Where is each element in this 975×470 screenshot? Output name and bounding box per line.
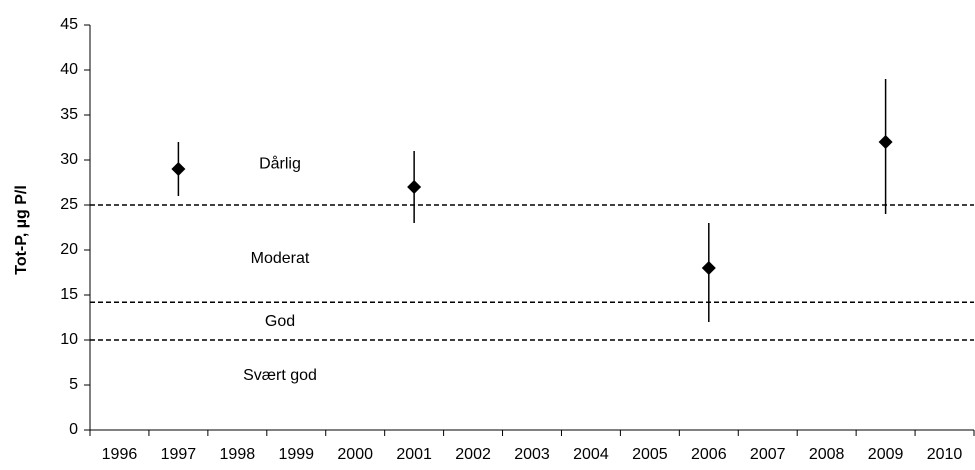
point <box>878 135 893 149</box>
x-tick-label: 2004 <box>573 446 609 463</box>
x-tick-label: 2008 <box>809 446 845 463</box>
zone-label: Dårlig <box>259 155 301 173</box>
zone-label: Moderat <box>251 250 310 267</box>
x-tick-label: 1997 <box>161 446 197 463</box>
y-axis-title: Tot-P, µg P/l <box>13 185 30 275</box>
y-tick-label: 35 <box>60 106 78 123</box>
y-tick-label: 15 <box>60 286 78 303</box>
point <box>701 261 716 275</box>
point <box>407 180 422 194</box>
y-tick-label: 5 <box>69 376 78 393</box>
x-tick-label: 2000 <box>337 446 373 463</box>
x-tick-label: 2001 <box>396 446 432 463</box>
y-tick-label: 30 <box>60 151 78 168</box>
zone-label: God <box>265 313 295 330</box>
x-tick-label: 2009 <box>868 446 904 463</box>
y-tick-label: 10 <box>60 331 78 348</box>
x-tick-label: 2010 <box>927 446 963 463</box>
x-tick-label: 2006 <box>691 446 727 463</box>
y-tick-label: 45 <box>60 16 78 33</box>
point <box>171 162 186 176</box>
x-tick-label: 2002 <box>455 446 491 463</box>
zone-label: Svært god <box>243 367 317 384</box>
x-tick-label: 2005 <box>632 446 668 463</box>
x-tick-label: 1999 <box>278 446 314 463</box>
x-tick-label: 2007 <box>750 446 786 463</box>
x-tick-label: 1996 <box>102 446 138 463</box>
y-tick-label: 25 <box>60 196 78 213</box>
x-tick-label: 2003 <box>514 446 550 463</box>
x-tick-label: 1998 <box>220 446 256 463</box>
y-tick-label: 0 <box>69 421 78 438</box>
y-tick-label: 40 <box>60 61 78 78</box>
y-tick-label: 20 <box>60 241 78 258</box>
